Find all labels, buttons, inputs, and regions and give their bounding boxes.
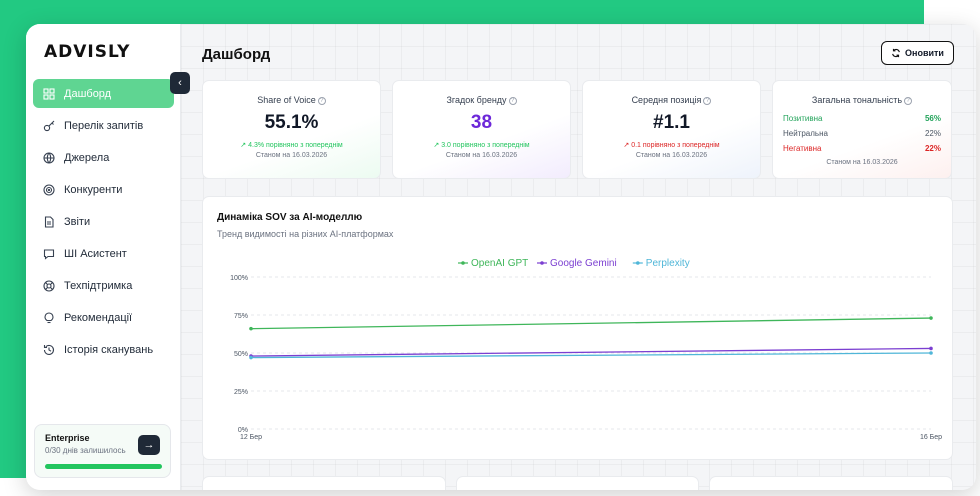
- legend-item[interactable]: [537, 261, 547, 265]
- kpi-label: Середня позиція: [631, 95, 702, 105]
- x-tick-label: 16 Бер: [920, 434, 942, 441]
- sov-line-chart: 0% 25% 50% 75% 100% 12 Бер 16 Бер OpenAI GPT Goo…: [230, 258, 942, 441]
- sidebar-item-label: Дашборд: [64, 87, 112, 100]
- kpi-value: 55.1%: [264, 112, 319, 133]
- history-icon: [43, 344, 55, 355]
- kpi-card-average-position: Середня позиція? #1.1 ↗ 0.1 порівняно з …: [582, 80, 761, 179]
- logo: ADVISLY: [44, 42, 131, 62]
- kpi-label: Share of Voice: [257, 95, 316, 105]
- refresh-icon: [892, 48, 900, 58]
- y-tick-label: 75%: [234, 313, 248, 320]
- x-tick-label: 12 Бер: [240, 434, 262, 441]
- y-tick-label: 25%: [234, 389, 248, 396]
- sidebar-item-6[interactable]: Техпідтримка: [33, 271, 174, 300]
- help-icon[interactable]: ?: [904, 96, 913, 105]
- app-window: ADVISLY Дашборд Перелік запитів Джерела Кон…: [26, 24, 976, 490]
- lifebuoy-icon: [43, 279, 55, 292]
- bottom-card-3: [709, 476, 953, 490]
- sidebar-item-label: ШІ Асистент: [64, 247, 127, 260]
- legend-label: Perplexity: [646, 258, 690, 269]
- sidebar-item-3[interactable]: Конкуренти: [33, 175, 174, 204]
- arrow-right-icon: →: [143, 439, 155, 451]
- grid-icon: [43, 87, 55, 100]
- help-icon[interactable]: ?: [508, 96, 517, 105]
- series-line: [250, 317, 932, 330]
- chart-subtitle: Тренд видимості на різних AI-платформах: [217, 229, 394, 239]
- lightbulb-icon: [44, 311, 54, 323]
- legend-label: Google Gemini: [550, 258, 617, 269]
- sidebar-item-0[interactable]: Дашборд: [33, 79, 174, 108]
- tonality-label: Загальна тональність: [811, 95, 903, 105]
- sidebar-item-label: Рекомендації: [64, 311, 133, 324]
- series-line: [250, 352, 932, 359]
- sidebar-item-label: Джерела: [64, 151, 110, 164]
- kpi-card-share-of-voice: Share of Voice? 55.1% ↗ 4.3% порівняно з…: [202, 80, 381, 179]
- sidebar-item-label: Техпідтримка: [64, 279, 133, 292]
- plan-progress-bar: [45, 464, 162, 469]
- help-icon[interactable]: ?: [317, 96, 326, 105]
- legend-item[interactable]: [458, 261, 468, 265]
- kpi-date: Станом на 16.03.2026: [445, 152, 518, 159]
- sidebar-item-8[interactable]: Історія сканувань: [33, 335, 174, 364]
- plan-title: Enterprise: [45, 433, 90, 443]
- sidebar-item-label: Звіти: [64, 215, 91, 228]
- sidebar-nav: Дашборд Перелік запитів Джерела Конкуренти З…: [33, 79, 174, 367]
- target-icon: [43, 183, 55, 196]
- kpi-card-brand-mentions: Згадок бренду? 38 ↗ 3.0 порівняно з попе…: [392, 80, 571, 179]
- sidebar-item-4[interactable]: Звіти: [33, 207, 174, 236]
- kpi-label: Згадок бренду: [446, 95, 507, 105]
- chart-title: Динаміка SOV за AI-моделлю: [217, 212, 363, 223]
- sidebar-item-label: Перелік запитів: [64, 119, 144, 132]
- tonality-date: Станом на 16.03.2026: [826, 159, 898, 166]
- kpi-date: Станом на 16.03.2026: [255, 152, 328, 159]
- data-point[interactable]: [929, 346, 933, 351]
- sidebar-collapse-button[interactable]: ‹: [170, 72, 190, 94]
- chevron-left-icon: ‹: [178, 77, 182, 89]
- sidebar-item-label: Конкуренти: [64, 183, 123, 196]
- document-icon: [44, 215, 54, 228]
- refresh-label: Оновити: [905, 48, 944, 58]
- series-line: [250, 347, 932, 357]
- refresh-button[interactable]: Оновити: [881, 41, 954, 65]
- sidebar-item-7[interactable]: Рекомендації: [33, 303, 174, 332]
- tonality-row-negative: Негативна 22%: [783, 144, 941, 153]
- data-point[interactable]: [929, 316, 933, 320]
- chat-icon: [43, 248, 55, 260]
- page-title: Дашборд: [202, 46, 271, 63]
- sidebar-item-1[interactable]: Перелік запитів: [33, 111, 174, 140]
- y-tick-label: 0%: [238, 427, 248, 434]
- kpi-change: ↗ 0.1 порівняно з попереднім: [623, 142, 720, 149]
- kpi-change: ↗ 3.0 порівняно з попереднім: [433, 142, 530, 149]
- help-icon[interactable]: ?: [703, 96, 712, 105]
- globe-icon: [43, 151, 55, 164]
- y-tick-label: 100%: [230, 275, 248, 282]
- y-tick-label: 50%: [234, 351, 248, 358]
- sidebar-item-2[interactable]: Джерела: [33, 143, 174, 172]
- sidebar-item-5[interactable]: ШІ Асистент: [33, 239, 174, 268]
- kpi-change: ↗ 4.3% порівняно з попереднім: [240, 142, 343, 149]
- data-point[interactable]: [249, 326, 253, 331]
- kpi-value: #1.1: [653, 112, 690, 133]
- plan-subtitle: 0/30 днів залишилось: [45, 446, 126, 455]
- sov-chart-card: Динаміка SOV за AI-моделлю Тренд видимос…: [202, 196, 953, 460]
- sidebar: ADVISLY Дашборд Перелік запитів Джерела Кон…: [26, 24, 181, 490]
- kpi-value: 38: [470, 112, 493, 133]
- sidebar-item-label: Історія сканувань: [64, 343, 154, 356]
- tonality-row-neutral: Нейтральна 22%: [783, 129, 941, 138]
- kpi-card-tonality: Загальна тональність? Позитивна 56% Нейтр…: [772, 80, 952, 179]
- main-content: Дашборд Оновити Share of Voice? 55.1% ↗ …: [181, 24, 976, 490]
- plan-card: Enterprise 0/30 днів залишилось →: [34, 424, 171, 478]
- kpi-date: Станом на 16.03.2026: [635, 152, 708, 159]
- bottom-card-1: [202, 476, 446, 490]
- data-point[interactable]: [929, 351, 933, 355]
- key-icon: [43, 120, 55, 131]
- tonality-row-positive: Позитивна 56%: [783, 114, 941, 123]
- legend-item[interactable]: [632, 261, 643, 265]
- bottom-card-2: [456, 476, 699, 490]
- data-point[interactable]: [249, 355, 253, 360]
- legend-label: OpenAI GPT: [471, 258, 528, 269]
- plan-arrow-button[interactable]: →: [138, 435, 160, 455]
